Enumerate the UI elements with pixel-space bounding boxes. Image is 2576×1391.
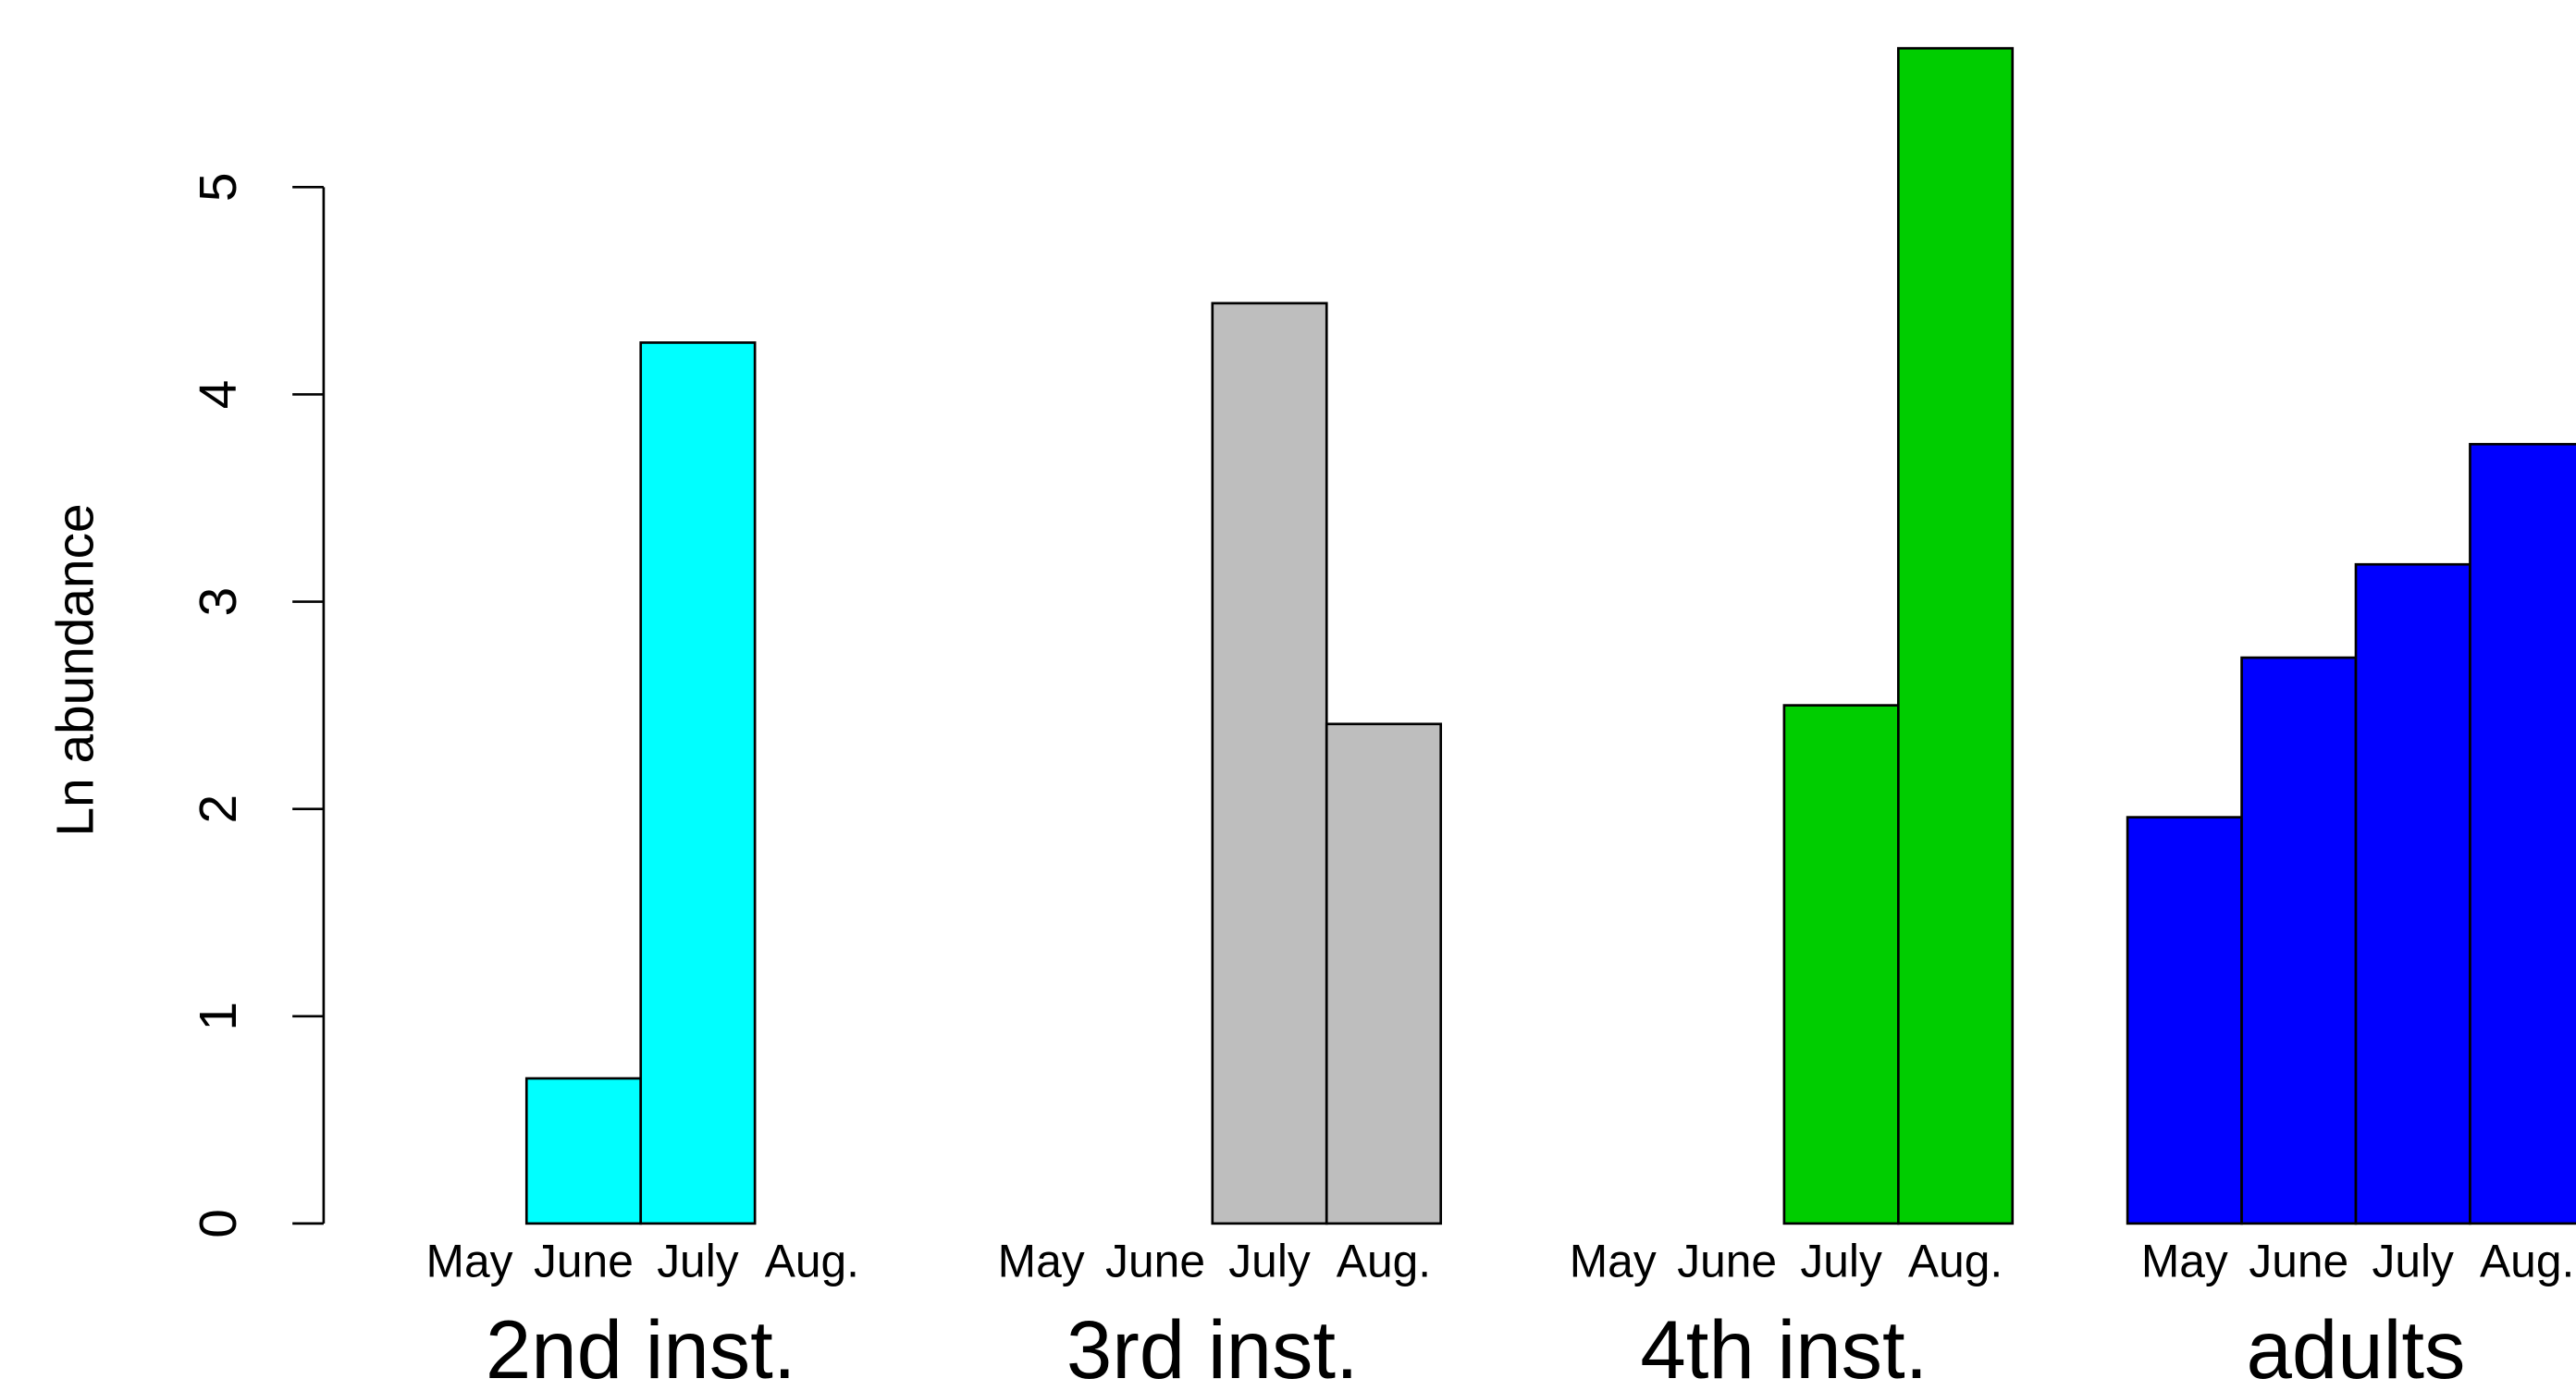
y-tick-label: 2 — [190, 794, 248, 824]
group-label: 3rd inst. — [1066, 1304, 1359, 1391]
x-tick-label: May — [426, 1235, 513, 1286]
x-tick-label: June — [534, 1235, 634, 1286]
x-tick-label: July — [657, 1235, 739, 1286]
x-tick-label: May — [998, 1235, 1085, 1286]
x-tick-label: June — [2249, 1235, 2348, 1286]
y-tick-label: 3 — [190, 587, 248, 617]
y-tick-label: 1 — [190, 1002, 248, 1031]
x-tick-label: Aug. — [2480, 1235, 2574, 1286]
bar — [1211, 302, 1328, 1225]
x-tick-label: May — [2141, 1235, 2228, 1286]
x-tick-label: July — [2373, 1235, 2455, 1286]
group-label: 2nd inst. — [486, 1304, 796, 1391]
x-tick-label: June — [1105, 1235, 1205, 1286]
y-tick-label: 5 — [190, 173, 248, 203]
bar — [1782, 704, 1900, 1225]
bar — [524, 1077, 643, 1225]
group-label: adults — [2247, 1304, 2466, 1391]
x-tick-label: Aug. — [1337, 1235, 1431, 1286]
y-tick-label: 0 — [190, 1209, 248, 1238]
x-tick-label: July — [1800, 1235, 1882, 1286]
bar — [2240, 656, 2358, 1225]
bar — [1325, 722, 1443, 1225]
x-tick-label: July — [1228, 1235, 1311, 1286]
bar — [1897, 46, 2015, 1225]
bar — [2126, 816, 2243, 1225]
y-tick-label: 4 — [190, 380, 248, 410]
y-axis-label: Ln abundance — [46, 503, 105, 836]
x-tick-label: June — [1677, 1235, 1777, 1286]
x-tick-label: Aug. — [765, 1235, 859, 1286]
bar — [2354, 562, 2471, 1225]
bar — [639, 341, 757, 1225]
group-label: 4th inst. — [1640, 1304, 1928, 1391]
x-tick-label: May — [1570, 1235, 1657, 1286]
bar — [2469, 442, 2576, 1225]
x-tick-label: Aug. — [1908, 1235, 2003, 1286]
